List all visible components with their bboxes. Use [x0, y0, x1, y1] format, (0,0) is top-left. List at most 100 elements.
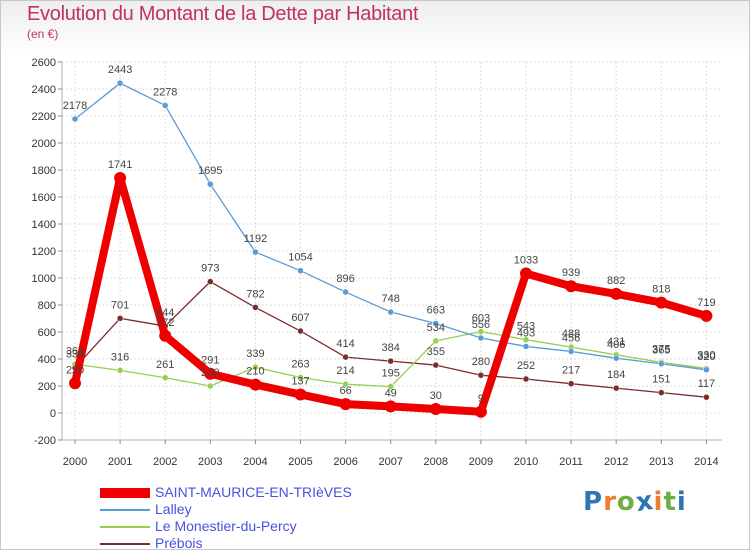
x-tick-label: 2013	[649, 456, 673, 468]
y-tick-label: 2600	[32, 57, 56, 69]
data-label: 261	[156, 359, 174, 371]
y-tick-label: 1200	[32, 246, 56, 258]
x-tick-label: 2000	[63, 456, 87, 468]
data-point	[249, 378, 262, 391]
data-label: 252	[517, 360, 535, 372]
data-point	[161, 102, 169, 109]
data-point	[610, 287, 623, 300]
data-label: 184	[607, 369, 625, 381]
x-tick-label: 2008	[424, 456, 448, 468]
data-point	[432, 320, 440, 327]
legend-label: Prébois	[155, 535, 203, 551]
y-tick-label: 1800	[32, 165, 56, 177]
data-label: 488	[562, 328, 580, 340]
x-tick-label: 2003	[198, 456, 222, 468]
data-point	[477, 328, 485, 335]
data-point	[342, 353, 349, 361]
data-label: 375	[652, 343, 670, 355]
data-label: 200	[201, 367, 219, 379]
data-point	[658, 360, 665, 367]
x-tick-label: 2002	[153, 456, 177, 468]
data-point	[703, 366, 710, 374]
data-point	[387, 357, 394, 365]
legend-label: SAINT-MAURICE-EN-TRIèVES	[155, 484, 352, 500]
x-tick-label: 2009	[469, 456, 493, 468]
data-label: 603	[472, 313, 490, 325]
data-point	[161, 374, 169, 382]
data-label: 406	[607, 339, 625, 351]
data-point	[297, 267, 304, 274]
data-point	[522, 375, 530, 383]
data-point	[252, 248, 259, 256]
data-label: 2278	[153, 86, 177, 98]
data-point	[432, 337, 440, 345]
data-point	[520, 267, 532, 280]
data-point	[114, 171, 127, 184]
data-label: 939	[562, 267, 580, 279]
data-label: 151	[652, 374, 670, 386]
legend-swatch-prebois	[100, 543, 150, 545]
data-point	[297, 374, 304, 381]
data-label: 49	[385, 387, 397, 399]
data-label: 217	[562, 365, 580, 377]
data-label: 117	[698, 378, 716, 390]
x-tick-label: 2007	[378, 456, 402, 468]
legend-label: Lalley	[155, 501, 192, 517]
x-tick-label: 2004	[243, 456, 267, 468]
data-label: 644	[156, 307, 174, 319]
data-label: 9	[478, 393, 484, 405]
x-tick-label: 2005	[288, 456, 312, 468]
data-point	[384, 400, 397, 413]
data-label: 291	[201, 355, 219, 367]
data-label: 534	[427, 322, 445, 334]
data-label: 748	[382, 293, 400, 305]
data-point	[339, 398, 352, 411]
data-point	[387, 383, 394, 390]
data-label: 384	[382, 342, 400, 354]
data-label: 896	[336, 273, 354, 285]
data-label: 361	[66, 345, 84, 357]
data-label: 543	[517, 321, 535, 333]
data-label: 66	[339, 385, 351, 397]
data-label: 663	[427, 304, 445, 316]
y-tick-label: 600	[38, 327, 56, 339]
data-point	[655, 296, 668, 309]
logo-letter: r	[603, 487, 617, 517]
data-label: 1741	[108, 159, 132, 171]
y-tick-label: 2000	[32, 138, 56, 150]
y-tick-label: 1600	[32, 192, 56, 204]
data-point	[522, 343, 530, 350]
y-tick-label: 400	[38, 354, 56, 366]
data-point	[252, 304, 259, 311]
data-point	[252, 363, 259, 371]
y-tick-label: -200	[34, 435, 56, 447]
data-label: 365	[652, 345, 670, 357]
data-label: 195	[382, 368, 400, 380]
data-point	[567, 348, 575, 355]
data-point	[342, 288, 349, 296]
legend-swatch-le-monestier	[100, 526, 150, 528]
y-tick-label: 1000	[32, 273, 56, 285]
data-point	[429, 402, 442, 415]
data-label: 316	[111, 351, 129, 363]
data-label: 263	[291, 358, 309, 370]
data-label: 973	[201, 263, 219, 275]
legend-label: Le Monestier-du-Percy	[155, 518, 297, 534]
data-label: 2178	[63, 100, 87, 112]
data-label: 1695	[198, 165, 222, 177]
data-label: 456	[562, 332, 580, 344]
data-label: 210	[246, 366, 264, 378]
data-label: 607	[291, 312, 309, 324]
data-label: 414	[336, 338, 354, 350]
data-label: 572	[156, 317, 174, 329]
logo-letter: x	[633, 485, 656, 519]
data-point	[387, 308, 394, 316]
chart-title: Evolution du Montant de la Dette par Hab…	[27, 3, 419, 25]
data-label: 280	[472, 356, 490, 368]
logo-letter: i	[653, 487, 664, 517]
data-point	[297, 327, 304, 335]
data-point	[700, 309, 713, 322]
data-point	[116, 367, 124, 374]
data-label: 882	[607, 275, 625, 287]
